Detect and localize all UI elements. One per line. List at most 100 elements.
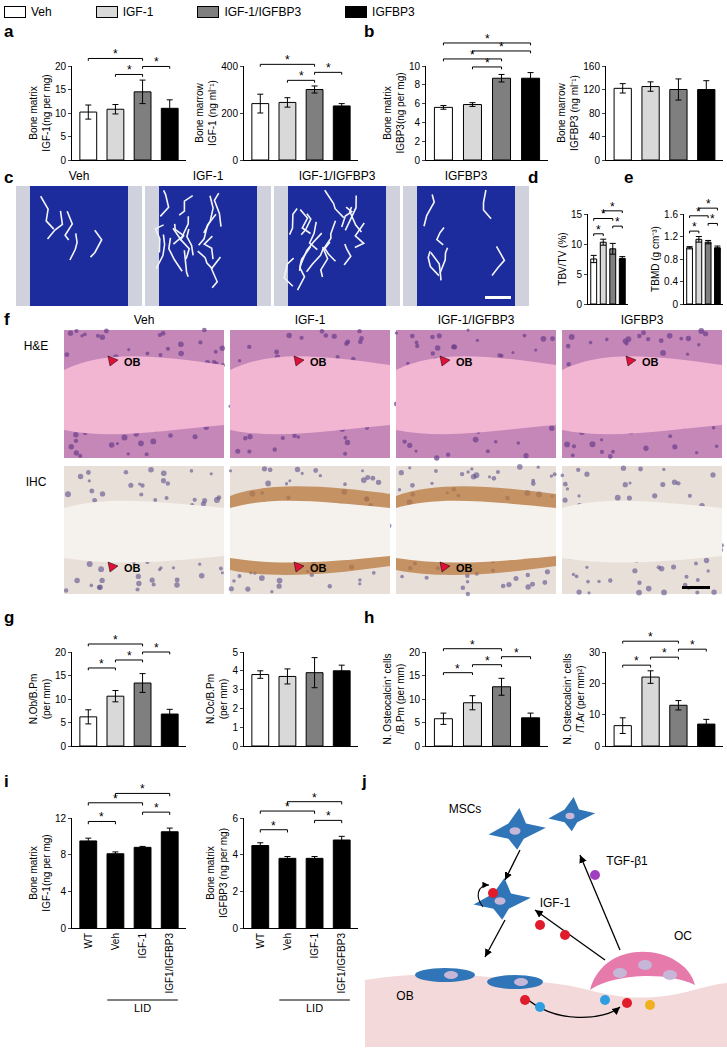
svg-text:Veh: Veh — [69, 169, 90, 183]
svg-text:*: * — [615, 215, 620, 229]
svg-text:TBV/TV (%): TBV/TV (%) — [557, 232, 568, 285]
svg-text:*: * — [596, 223, 601, 237]
svg-text:*: * — [113, 47, 118, 61]
svg-text:IGF-1: IGF-1 — [193, 169, 224, 183]
svg-text:*: * — [154, 801, 159, 815]
svg-text:10: 10 — [409, 694, 421, 705]
svg-text:6: 6 — [414, 98, 420, 109]
svg-text:*: * — [662, 646, 667, 660]
svg-text:IGF-1: IGF-1 — [295, 313, 326, 327]
svg-text:0: 0 — [232, 741, 238, 752]
svg-text:*: * — [692, 220, 697, 234]
svg-text:4: 4 — [414, 117, 420, 128]
svg-text:OB: OB — [456, 356, 473, 368]
svg-text:Bone matrixIGF-1(ng per mg): Bone matrixIGF-1(ng per mg) — [28, 834, 52, 911]
svg-text:*: * — [485, 32, 490, 46]
svg-text:0: 0 — [60, 923, 66, 934]
svg-text:0: 0 — [60, 741, 66, 752]
svg-text:N.Oc/B.Pm(per mm): N.Oc/B.Pm(per mm) — [205, 674, 229, 724]
svg-text:400: 400 — [221, 61, 238, 72]
svg-text:0: 0 — [594, 741, 600, 752]
svg-text:OB: OB — [124, 356, 141, 368]
svg-text:*: * — [485, 56, 490, 70]
svg-text:Bone matrixIGF-1(ng per mg): Bone matrixIGF-1(ng per mg) — [28, 74, 52, 151]
svg-text:OB: OB — [642, 356, 659, 368]
svg-text:Veh: Veh — [282, 933, 293, 950]
svg-text:IGF-1/IGFBP3: IGF-1/IGFBP3 — [299, 169, 376, 183]
svg-text:WT: WT — [83, 933, 94, 949]
svg-text:*: * — [514, 646, 519, 660]
svg-text:0: 0 — [232, 155, 238, 166]
svg-text:20: 20 — [409, 647, 421, 658]
svg-text:15: 15 — [571, 209, 583, 220]
svg-text:1: 1 — [232, 722, 238, 733]
svg-text:*: * — [455, 662, 460, 676]
svg-text:4: 4 — [232, 665, 238, 676]
svg-text:10: 10 — [589, 709, 601, 720]
svg-text:*: * — [696, 205, 701, 219]
svg-text:*: * — [99, 810, 104, 824]
svg-text:IGF-1/IGFBP3: IGF-1/IGFBP3 — [438, 313, 515, 327]
svg-text:0.4: 0.4 — [664, 276, 678, 287]
svg-text:5: 5 — [60, 717, 66, 728]
svg-text:8: 8 — [60, 849, 66, 860]
svg-text:Bone matrixIGFBP3 (ng per mg): Bone matrixIGFBP3 (ng per mg) — [205, 828, 229, 918]
svg-text:Veh: Veh — [110, 933, 121, 950]
svg-text:*: * — [470, 638, 475, 652]
svg-text:*: * — [154, 641, 159, 655]
svg-text:*: * — [154, 55, 159, 69]
svg-text:*: * — [499, 40, 504, 54]
svg-text:*: * — [285, 800, 290, 814]
svg-text:IGF1/IGFBP3: IGF1/IGFBP3 — [336, 933, 347, 994]
svg-text:*: * — [285, 53, 290, 67]
svg-text:IGF-1: IGF-1 — [137, 933, 148, 959]
svg-text:Veh: Veh — [134, 313, 155, 327]
svg-text:LID: LID — [306, 1002, 323, 1014]
svg-text:10: 10 — [571, 239, 583, 250]
svg-text:MSCs: MSCs — [449, 802, 482, 816]
svg-text:1.6: 1.6 — [664, 209, 678, 220]
svg-text:3: 3 — [232, 684, 238, 695]
svg-text:Bone marrowIGFBP3 (ng ml⁻¹): Bone marrowIGFBP3 (ng ml⁻¹) — [556, 75, 580, 151]
svg-text:5: 5 — [414, 717, 420, 728]
svg-text:WT: WT — [255, 933, 266, 949]
svg-text:20: 20 — [589, 678, 601, 689]
svg-text:0: 0 — [594, 155, 600, 166]
svg-text:OB: OB — [310, 356, 327, 368]
svg-text:OB: OB — [310, 562, 327, 574]
svg-text:*: * — [326, 61, 331, 75]
svg-text:10: 10 — [409, 61, 421, 72]
svg-text:5: 5 — [232, 647, 238, 658]
svg-text:15: 15 — [55, 670, 67, 681]
svg-text:IGF-1: IGF-1 — [540, 896, 571, 910]
svg-text:0: 0 — [232, 923, 238, 934]
svg-text:2: 2 — [414, 136, 420, 147]
svg-text:0: 0 — [414, 155, 420, 166]
svg-text:80: 80 — [589, 108, 601, 119]
svg-text:*: * — [99, 657, 104, 671]
svg-text:*: * — [690, 638, 695, 652]
svg-text:15: 15 — [55, 84, 67, 95]
svg-text:*: * — [140, 782, 145, 796]
svg-text:0: 0 — [576, 299, 582, 310]
svg-text:1.2: 1.2 — [664, 231, 678, 242]
svg-text:OB: OB — [396, 989, 413, 1003]
svg-text:12: 12 — [55, 813, 67, 824]
svg-text:*: * — [113, 792, 118, 806]
svg-text:*: * — [127, 649, 132, 663]
svg-text:IHC: IHC — [26, 475, 47, 489]
svg-text:*: * — [127, 63, 132, 77]
svg-text:OB: OB — [124, 562, 141, 574]
svg-text:*: * — [271, 819, 276, 833]
svg-text:LID: LID — [134, 1002, 151, 1014]
svg-text:TGF-β1: TGF-β1 — [606, 854, 648, 868]
svg-text:10: 10 — [55, 108, 67, 119]
svg-text:8: 8 — [414, 79, 420, 90]
svg-text:0.8: 0.8 — [664, 254, 678, 265]
svg-text:30: 30 — [589, 647, 601, 658]
svg-text:Bone matrixIGBP3(ng per mg): Bone matrixIGBP3(ng per mg) — [382, 72, 406, 153]
svg-text:5: 5 — [60, 131, 66, 142]
svg-text:2: 2 — [232, 703, 238, 714]
svg-text:20: 20 — [55, 647, 67, 658]
svg-text:N. Osteocalcin⁺ cells/B.Pm (pe: N. Osteocalcin⁺ cells/B.Pm (per mm) — [382, 654, 406, 745]
